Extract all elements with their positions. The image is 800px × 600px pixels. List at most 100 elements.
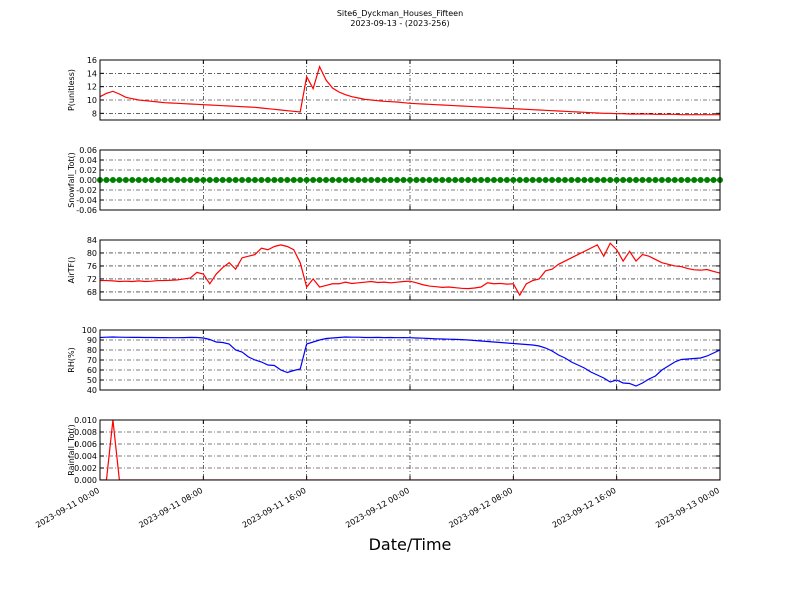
y-tick-label: 90 — [87, 336, 97, 345]
data-point — [600, 177, 607, 183]
data-point — [413, 177, 420, 183]
data-point — [116, 177, 123, 183]
data-point — [419, 177, 426, 183]
y-tick-label: 70 — [87, 356, 97, 365]
data-point — [374, 177, 381, 183]
subplot: -0.06-0.04-0.020.000.020.040.06Snowfall_… — [67, 146, 723, 215]
data-point — [148, 177, 155, 183]
data-point — [678, 177, 685, 183]
data-point — [465, 177, 472, 183]
data-point — [710, 177, 717, 183]
axes-frame — [99, 419, 721, 481]
data-point — [452, 177, 459, 183]
data-point — [536, 177, 543, 183]
subplot: 8 10 12 14 16 P(unitless) — [67, 56, 721, 121]
data-point — [594, 177, 601, 183]
data-point — [381, 177, 388, 183]
y-axis-label: Snowfall_Tot() — [67, 152, 76, 208]
y-tick-label: 0.000 — [74, 476, 97, 485]
data-line — [100, 336, 720, 387]
data-point — [284, 177, 291, 183]
data-point — [219, 177, 226, 183]
y-tick-label: 0.04 — [79, 156, 97, 165]
data-point — [697, 177, 704, 183]
data-point — [665, 177, 672, 183]
data-point — [271, 177, 278, 183]
y-tick-label: 0.006 — [74, 440, 97, 449]
y-tick-label: 12 — [87, 83, 97, 92]
data-point — [122, 177, 129, 183]
subplot: 68 72 76 80 84 AirTF() — [67, 236, 721, 301]
y-tick-label: 84 — [87, 236, 97, 245]
data-point — [620, 177, 627, 183]
data-point — [704, 177, 711, 183]
data-point — [562, 177, 568, 183]
y-tick-label: 80 — [87, 249, 97, 258]
data-point — [174, 177, 181, 183]
data-point — [568, 177, 575, 183]
y-tick-label: -0.02 — [76, 186, 97, 195]
data-point — [400, 177, 407, 183]
data-point — [478, 177, 485, 183]
y-axis-label: RH(%) — [67, 347, 76, 372]
data-point — [626, 177, 633, 183]
data-point — [323, 177, 330, 183]
data-point — [361, 177, 368, 183]
data-point — [245, 177, 252, 183]
y-tick-label: 60 — [87, 366, 97, 375]
data-point — [277, 177, 284, 183]
data-point — [200, 177, 207, 183]
y-tick-label: 0.008 — [74, 428, 97, 437]
axes-frame — [99, 59, 721, 121]
data-point — [303, 177, 310, 183]
y-tick-label: -0.06 — [76, 206, 97, 215]
y-tick-label: 0.004 — [74, 452, 97, 461]
data-point — [206, 177, 213, 183]
y-tick-label: 8 — [92, 109, 97, 118]
data-point — [691, 177, 698, 183]
data-point — [226, 177, 233, 183]
data-point — [103, 177, 110, 183]
data-point — [658, 177, 665, 183]
data-point — [168, 177, 175, 183]
data-point — [187, 177, 194, 183]
y-tick-label: 76 — [87, 262, 97, 271]
y-tick-label: -0.04 — [76, 196, 97, 205]
y-axis-label: P(unitless) — [67, 69, 76, 111]
y-tick-label: 16 — [87, 56, 97, 65]
y-tick-label: 0.002 — [74, 464, 97, 473]
data-point — [135, 177, 142, 183]
data-point — [445, 177, 452, 183]
y-tick-label: 0.00 — [79, 176, 97, 185]
axes-frame — [99, 239, 721, 301]
data-point — [633, 177, 640, 183]
axes-frame — [99, 329, 721, 391]
x-axis-label: Date/Time — [369, 535, 452, 554]
chart-title: Site6_Dyckman_Houses_Fifteen — [337, 9, 463, 18]
data-line — [100, 65, 720, 116]
y-tick-label: 40 — [87, 386, 97, 395]
data-point — [193, 177, 200, 183]
data-point — [490, 177, 497, 183]
data-point — [542, 177, 549, 183]
y-tick-label: 14 — [87, 69, 97, 78]
y-tick-label: 100 — [82, 326, 97, 335]
data-point — [161, 177, 168, 183]
data-point — [574, 177, 581, 183]
data-point — [142, 177, 149, 183]
data-point — [239, 177, 246, 183]
data-point — [213, 177, 220, 183]
data-point — [671, 177, 678, 183]
data-point — [297, 177, 304, 183]
data-point — [497, 177, 504, 183]
data-point — [264, 177, 271, 183]
y-tick-label: 72 — [87, 275, 97, 284]
chart-subtitle: 2023-09-13 - (2023-256) — [350, 19, 449, 28]
data-point — [510, 177, 517, 183]
data-point — [639, 177, 646, 183]
data-point — [432, 177, 439, 183]
data-point — [516, 177, 523, 183]
data-point — [232, 177, 239, 183]
data-point — [129, 177, 136, 183]
